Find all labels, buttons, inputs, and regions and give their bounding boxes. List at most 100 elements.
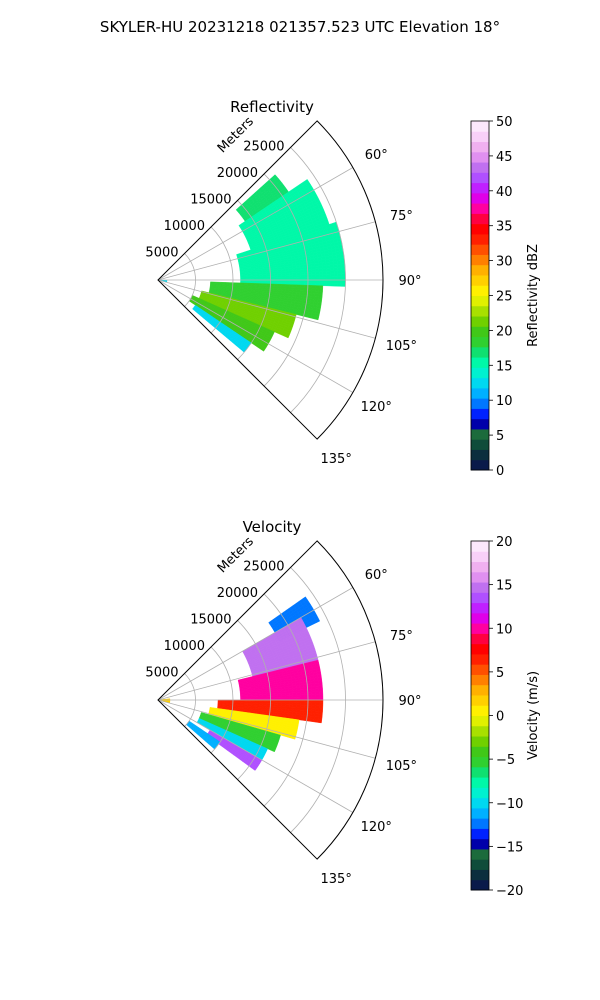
data-cell: [322, 273, 327, 278]
data-cell: [318, 685, 323, 689]
colorbar-tick-label: 35: [496, 220, 513, 235]
data-cell: [318, 708, 323, 712]
data-cell: [318, 262, 323, 267]
range-tick-label: 10000: [164, 219, 205, 234]
data-cell: [285, 692, 290, 696]
colorbar-segment: [471, 869, 489, 881]
colorbar-segment: [471, 233, 489, 245]
data-cell: [300, 282, 305, 286]
data-cell: [337, 263, 342, 268]
data-cell: [299, 689, 305, 693]
data-cell: [315, 285, 320, 289]
azimuth-tick-label: 135°: [321, 872, 352, 887]
colorbar-segment: [471, 244, 489, 255]
data-cell: [300, 272, 305, 276]
data-cell: [300, 692, 305, 696]
colorbar-segment: [471, 151, 489, 163]
data-cell: [255, 696, 260, 699]
data-cell: [330, 276, 335, 281]
colorbar-segment: [471, 316, 489, 327]
data-cell: [311, 282, 316, 286]
data-cell: [315, 691, 320, 695]
data-cell: [285, 695, 290, 698]
colorbar-segment: [471, 612, 489, 624]
data-layer: [157, 596, 324, 771]
data-cell: [326, 273, 331, 278]
data-cell: [341, 279, 346, 284]
data-cell: [307, 274, 312, 278]
range-tick-label: 15000: [190, 192, 231, 207]
data-cell: [311, 699, 316, 703]
colorbar-label: Velocity (m/s): [526, 671, 541, 760]
data-cell: [270, 273, 275, 277]
data-cell: [315, 279, 320, 284]
data-cell: [288, 282, 294, 285]
data-cell: [307, 689, 312, 693]
data-cell: [325, 264, 331, 269]
data-cell: [266, 695, 271, 699]
data-cell: [333, 267, 338, 271]
data-cell: [326, 279, 331, 284]
colorbar-segment: [471, 357, 489, 368]
azimuth-spoke: [157, 221, 376, 281]
azimuth-tick-label: 90°: [398, 274, 421, 289]
data-cell: [337, 282, 342, 287]
colorbar-segment: [471, 274, 489, 286]
data-cell: [258, 276, 264, 279]
colorbar-segment: [471, 828, 489, 840]
colorbar-segment: [471, 602, 489, 614]
data-cell: [333, 264, 338, 268]
data-cell: [318, 265, 323, 269]
colorbar-segment: [471, 571, 489, 583]
data-cell: [318, 691, 324, 695]
data-cell: [314, 688, 320, 692]
data-cell: [281, 273, 286, 276]
data-cell: [307, 699, 312, 703]
data-cell: [292, 284, 297, 288]
azimuth-tick-label: 120°: [361, 400, 392, 415]
data-cell: [303, 282, 309, 286]
data-cell: [270, 275, 275, 279]
data-cell: [315, 705, 320, 709]
data-cell: [300, 284, 305, 288]
data-cell: [329, 261, 334, 266]
data-cell: [326, 267, 331, 272]
data-cell: [284, 690, 290, 694]
data-cell: [337, 270, 342, 274]
data-cell: [330, 270, 335, 275]
data-cell: [330, 273, 335, 278]
sector-frame: [157, 540, 384, 860]
data-cell: [318, 274, 324, 278]
data-cell: [322, 265, 327, 269]
colorbar-tick-label: 10: [496, 394, 513, 409]
colorbar-tick-label: 15: [496, 579, 513, 594]
data-cell: [303, 269, 309, 273]
data-cell: [270, 695, 275, 699]
data-cell: [311, 279, 316, 283]
colorbar-segment: [471, 766, 489, 778]
data-cell: [273, 701, 279, 705]
azimuth-tick-label: 90°: [398, 694, 421, 709]
data-cell: [258, 696, 264, 699]
data-cell: [341, 273, 346, 277]
azimuth-spoke: [157, 699, 354, 813]
data-cell: [292, 690, 297, 694]
colorbar-tick-label: 0: [496, 464, 504, 479]
colorbar-segment: [471, 182, 489, 194]
data-cell: [341, 276, 346, 281]
azimuth-spoke: [157, 587, 354, 701]
panel-title: Reflectivity: [230, 98, 314, 116]
data-cell: [296, 284, 301, 288]
data-cell: [315, 699, 320, 704]
data-cell: [270, 281, 275, 285]
data-cell: [333, 260, 338, 265]
colorbar-tick-label: 0: [496, 710, 504, 725]
colorbar-segment: [471, 223, 489, 235]
data-cell: [303, 702, 309, 706]
colorbar-tick-label: 5: [496, 429, 504, 444]
data-cell: [281, 693, 286, 696]
data-cell: [319, 279, 324, 284]
colorbar-segment: [471, 859, 489, 870]
